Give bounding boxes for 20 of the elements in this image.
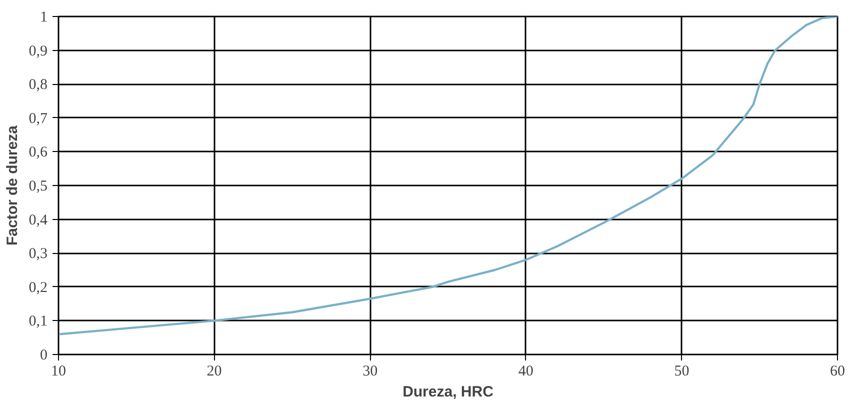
- x-tick-label: 10: [51, 364, 66, 380]
- x-axis-title: Dureza, HRC: [402, 384, 494, 400]
- y-tick-label: 0,5: [28, 178, 48, 194]
- y-tick-label: 0,3: [28, 246, 48, 262]
- x-tick-label: 20: [206, 364, 222, 380]
- y-tick-label: 0,2: [28, 280, 48, 296]
- y-tick-label: 0,6: [28, 144, 48, 161]
- x-tick-label: 40: [518, 364, 534, 380]
- y-tick-label: 0,4: [28, 212, 48, 228]
- line-series: [58, 16, 838, 336]
- x-tick-label: 50: [674, 364, 690, 380]
- y-tick-label: 0,8: [28, 77, 48, 94]
- y-tick-label: 0,9: [28, 43, 48, 60]
- y-tick-label: 0,7: [28, 110, 48, 127]
- x-tick-label: 30: [362, 364, 378, 380]
- y-tick-label: 1: [40, 10, 48, 26]
- y-axis-title: Factor de dureza: [4, 124, 21, 246]
- x-tick-label: 60: [830, 364, 845, 380]
- y-tick-label: 0,1: [28, 314, 48, 330]
- y-tick-label: 0: [40, 348, 48, 364]
